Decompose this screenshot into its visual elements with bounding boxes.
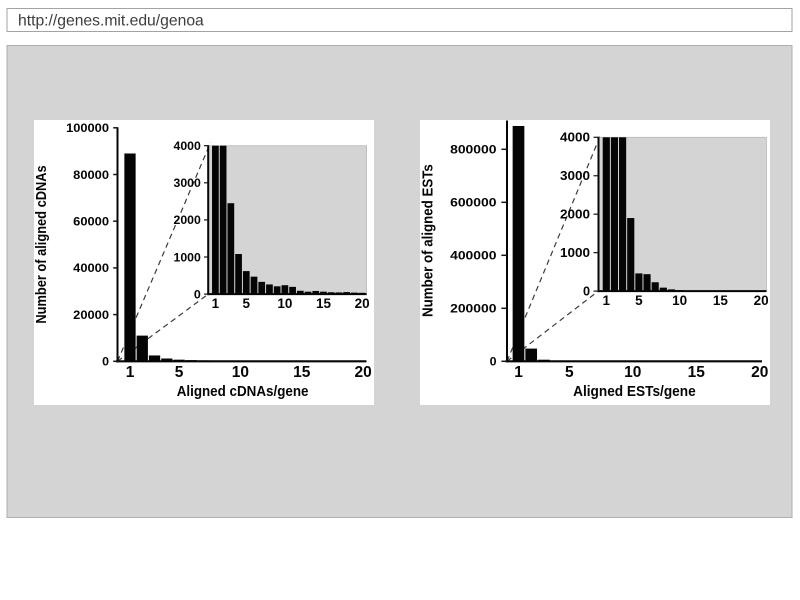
svg-text:15: 15: [713, 293, 729, 308]
svg-text:10: 10: [672, 293, 687, 308]
svg-text:0: 0: [490, 355, 497, 369]
svg-text:1: 1: [126, 364, 135, 381]
svg-text:Aligned cDNAs/gene: Aligned cDNAs/gene: [177, 384, 309, 400]
svg-text:1000: 1000: [560, 246, 590, 260]
svg-text:3000: 3000: [174, 176, 201, 190]
svg-text:60000: 60000: [73, 215, 109, 229]
svg-text:10: 10: [624, 364, 641, 381]
svg-text:100000: 100000: [66, 121, 109, 135]
svg-text:0: 0: [194, 287, 201, 301]
svg-text:15: 15: [688, 364, 706, 381]
svg-text:15: 15: [293, 364, 311, 381]
svg-text:600000: 600000: [450, 196, 497, 210]
svg-text:1: 1: [514, 364, 523, 381]
svg-text:10: 10: [232, 364, 249, 381]
svg-text:5: 5: [175, 364, 184, 381]
svg-text:1000: 1000: [174, 250, 201, 264]
svg-text:4000: 4000: [560, 131, 590, 145]
svg-text:20: 20: [355, 364, 372, 381]
svg-text:5: 5: [635, 293, 643, 308]
svg-text:40000: 40000: [73, 261, 109, 275]
svg-text:http://genes.mit.edu/genoa: http://genes.mit.edu/genoa: [18, 13, 204, 30]
svg-text:200000: 200000: [450, 302, 497, 316]
svg-text:400000: 400000: [450, 249, 497, 263]
svg-text:2000: 2000: [560, 208, 590, 222]
svg-text:5: 5: [565, 364, 574, 381]
svg-text:20: 20: [355, 296, 370, 311]
svg-text:20: 20: [754, 293, 769, 308]
svg-text:20000: 20000: [73, 308, 109, 322]
svg-text:15: 15: [316, 296, 332, 311]
svg-text:0: 0: [583, 285, 590, 299]
svg-text:1: 1: [603, 293, 611, 308]
svg-text:1: 1: [212, 296, 220, 311]
svg-text:Number of aligned cDNAs: Number of aligned cDNAs: [34, 165, 50, 323]
svg-text:800000: 800000: [450, 143, 497, 157]
svg-text:5: 5: [243, 296, 251, 311]
svg-text:3000: 3000: [560, 169, 590, 183]
svg-text:Aligned ESTs/gene: Aligned ESTs/gene: [573, 384, 696, 400]
svg-text:0: 0: [102, 355, 109, 369]
svg-text:20: 20: [751, 364, 768, 381]
svg-text:10: 10: [277, 296, 292, 311]
svg-text:Number of aligned ESTs: Number of aligned ESTs: [420, 164, 436, 317]
svg-text:80000: 80000: [73, 168, 109, 182]
svg-text:2000: 2000: [174, 213, 201, 227]
svg-text:4000: 4000: [174, 139, 201, 153]
